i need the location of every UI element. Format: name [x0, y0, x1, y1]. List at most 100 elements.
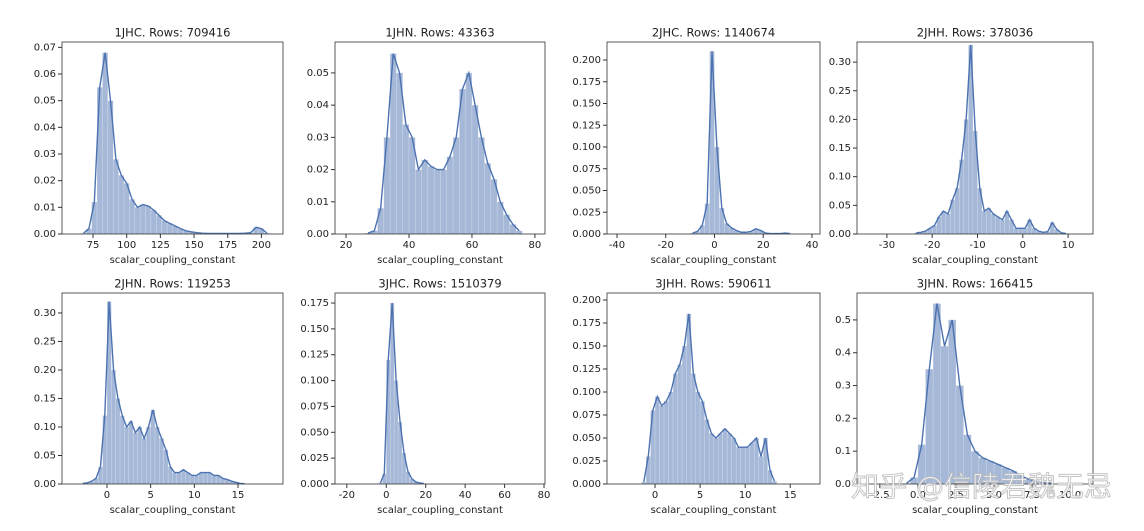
y-tick-label: 0.000: [300, 479, 329, 490]
x-tick-label: 15: [784, 490, 797, 501]
bar: [465, 72, 473, 235]
x-tick-label: 175: [218, 240, 237, 251]
x-tick-label: 0: [1020, 240, 1026, 251]
bar: [708, 433, 714, 485]
density-line: [83, 52, 268, 235]
y-tick-label: 0.075: [300, 401, 329, 412]
y-tick-label: 0.06: [34, 69, 56, 80]
y-tick-label: 0.01: [307, 197, 329, 208]
density-line: [906, 303, 1052, 485]
bar: [981, 210, 987, 235]
y-tick-label: 0.075: [572, 164, 601, 175]
bar: [672, 373, 678, 485]
bar: [744, 446, 750, 485]
y-tick-label: 0.25: [829, 86, 851, 97]
axes-frame: [334, 41, 546, 235]
y-tick-label: 0.10: [829, 172, 851, 183]
y-tick-label: 0.15: [34, 393, 56, 404]
subplot: 0.000 0.025 0.050 0.075 0.100 0.125 0.150 0.175…: [572, 26, 821, 266]
bar: [735, 446, 741, 485]
y-tick-label: 0.150: [300, 324, 329, 335]
bar: [446, 156, 454, 235]
subplot-title: 2JHN. Rows: 119253: [114, 277, 231, 291]
bar: [645, 456, 651, 485]
x-tick-label: 10.0: [1059, 490, 1081, 501]
y-tick-label: 0.0: [835, 479, 851, 490]
x-tick-label: 20: [340, 240, 353, 251]
x-axis-label: scalar_coupling_constant: [110, 505, 236, 516]
y-tick-label: 0.01: [34, 202, 56, 213]
y-tick-label: 0.04: [307, 100, 329, 111]
x-tick-label: 200: [252, 240, 271, 251]
bar: [515, 230, 523, 235]
density-line: [367, 53, 520, 234]
bar: [96, 87, 103, 235]
y-tick-label: 0.025: [572, 456, 601, 467]
axes-frame: [334, 292, 546, 485]
y-tick-label: 0.025: [572, 207, 601, 218]
bar: [722, 428, 728, 485]
y-tick-label: 0.4: [835, 348, 851, 359]
bar: [1022, 228, 1028, 235]
y-tick-label: 0.000: [572, 479, 601, 490]
subplot-title: 3JHN. Rows: 166415: [917, 277, 1034, 291]
bar: [415, 169, 422, 235]
bar: [663, 400, 669, 485]
x-axis-label: scalar_coupling_constant: [651, 505, 777, 516]
subplot: 0.00 0.01 0.02 0.03 0.04 0.05 0.06 0.07 75 100 125…: [34, 26, 284, 266]
bar: [119, 415, 125, 485]
x-tick-label: 5.0: [986, 490, 1002, 501]
bar: [704, 419, 710, 485]
x-tick-label: 60: [498, 490, 511, 501]
x-tick-label: -20: [924, 240, 940, 251]
bar: [731, 437, 737, 485]
bar: [478, 137, 485, 235]
y-tick-label: 0.200: [572, 55, 601, 66]
density-line: [643, 313, 776, 483]
bar: [141, 438, 147, 485]
bar: [111, 369, 116, 485]
x-tick-label: 5: [697, 490, 703, 501]
bar: [668, 391, 674, 485]
y-tick-label: 0.5: [835, 315, 851, 326]
axes-frame: [61, 292, 284, 485]
bar: [452, 137, 460, 235]
x-tick-label: -20: [339, 490, 355, 501]
y-tick-label: 0.125: [572, 120, 601, 131]
bar: [986, 207, 992, 235]
x-tick-label: 15: [232, 490, 245, 501]
y-tick-label: 0.3: [835, 381, 851, 392]
bar: [102, 52, 109, 235]
bar: [699, 400, 705, 485]
y-tick-label: 0.04: [34, 122, 56, 133]
x-tick-label: -2.5: [870, 490, 890, 501]
y-tick-label: 0.05: [829, 200, 851, 211]
y-tick-label: 0.25: [34, 336, 56, 347]
bar: [159, 438, 165, 485]
bar: [940, 345, 949, 485]
x-tick-label: 20: [757, 240, 770, 251]
axes-frame: [856, 292, 1094, 485]
bar: [695, 391, 701, 485]
bar: [945, 213, 951, 235]
bar: [194, 475, 199, 485]
y-tick-label: 0.05: [34, 96, 56, 107]
bar: [954, 187, 960, 235]
y-tick-label: 0.2: [835, 413, 851, 424]
x-tick-label: 125: [151, 240, 170, 251]
y-tick-label: 0.075: [572, 410, 601, 421]
y-tick-label: 0.30: [829, 57, 851, 68]
x-tick-label: 150: [185, 240, 204, 251]
subplot-title: 1JHC. Rows: 709416: [114, 26, 230, 40]
bar: [433, 169, 441, 235]
x-tick-label: 0: [711, 240, 717, 251]
bar: [91, 201, 98, 235]
bar: [677, 364, 683, 485]
bar: [134, 207, 141, 235]
x-tick-label: 40: [403, 240, 416, 251]
x-tick-label: -30: [879, 240, 895, 251]
x-tick-label: -20: [658, 240, 674, 251]
x-tick-label: 60: [466, 240, 479, 251]
bar: [484, 162, 492, 235]
